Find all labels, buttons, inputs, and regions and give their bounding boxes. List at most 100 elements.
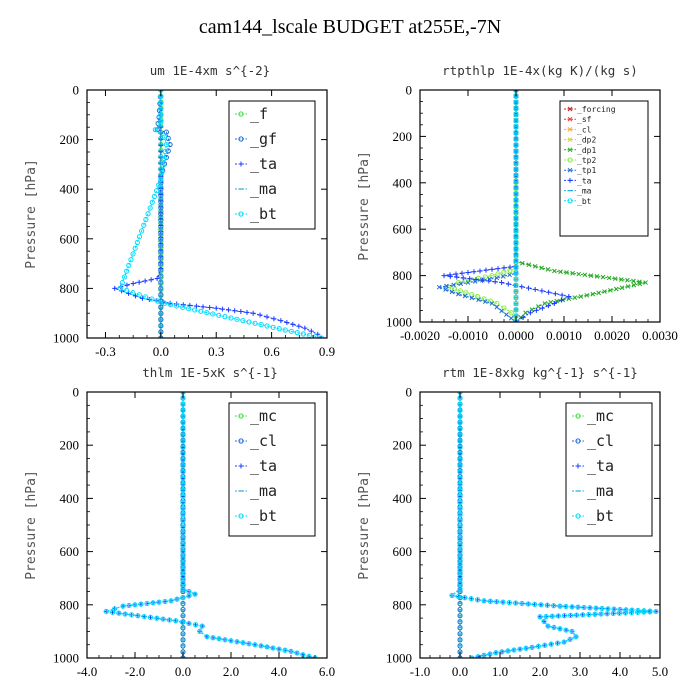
data-layer	[449, 392, 659, 658]
data-point	[180, 543, 186, 549]
data-point	[264, 323, 270, 329]
data-point	[513, 130, 519, 136]
y-tick-label: 800	[60, 597, 80, 612]
chart-panel-3: thlm 1E-5xK s^{-1} Pressure [hPa] -4.0 -2.0…	[24, 365, 335, 679]
y-tick-label: 600	[60, 231, 80, 246]
data-point	[544, 602, 550, 608]
data-point	[542, 301, 548, 306]
data-point	[134, 239, 140, 246]
data-point	[487, 276, 492, 282]
series-bt	[117, 90, 325, 338]
data-point	[155, 298, 161, 304]
data-point	[482, 274, 488, 280]
data-point	[629, 607, 635, 613]
data-point	[150, 600, 156, 606]
data-point	[487, 598, 493, 604]
data-point	[500, 274, 506, 279]
x-tick-label: 5.0	[652, 664, 668, 679]
legend: _forcing_sf_cl _dp2_dp1_tp2_tp1_ta _ma_bt	[559, 100, 649, 237]
data-point	[457, 481, 463, 487]
legend-label: _cl	[587, 432, 614, 450]
data-point	[462, 595, 468, 601]
x-tick-label: 3.0	[572, 664, 588, 679]
legend-label: _ma	[250, 482, 277, 500]
data-point	[513, 209, 519, 215]
legend-label: _gf	[250, 130, 277, 148]
data-point	[149, 296, 155, 302]
legend-marker	[575, 438, 581, 444]
data-point	[542, 642, 548, 648]
data-point	[180, 463, 186, 469]
data-point	[549, 613, 555, 619]
data-point	[513, 105, 519, 111]
data-point	[174, 303, 180, 309]
data-point	[126, 602, 132, 609]
data-point	[121, 274, 128, 280]
data-point	[482, 299, 488, 304]
data-point	[158, 119, 164, 125]
chart-title: rtm 1E-8xkg kg^{-1} s^{-1}	[442, 365, 638, 380]
legend-box	[228, 402, 316, 537]
data-point	[441, 273, 447, 279]
data-point	[288, 648, 294, 654]
data-point	[142, 278, 148, 284]
data-point	[151, 193, 158, 200]
data-point	[180, 567, 186, 573]
x-tick-label: -1.0	[410, 664, 431, 679]
data-point	[527, 310, 533, 316]
data-point	[193, 303, 199, 309]
data-point	[588, 273, 594, 278]
x-tick-label: 0.0	[153, 344, 169, 359]
data-point	[161, 134, 168, 140]
data-point	[152, 127, 158, 133]
legend-marker	[567, 116, 573, 122]
data-point	[477, 268, 483, 274]
data-point	[513, 221, 519, 227]
data-point	[575, 604, 581, 610]
data-point	[494, 275, 500, 281]
chart-panel-4: rtm 1E-8xkg kg^{-1} s^{-1} Pressure [hPa]…	[357, 365, 668, 679]
data-point	[616, 610, 622, 616]
y-tick-label: 0	[406, 83, 413, 98]
legend-label: _ma	[250, 180, 277, 198]
data-point	[246, 319, 252, 325]
data-point	[278, 318, 284, 324]
data-point	[533, 307, 539, 313]
data-point	[545, 303, 551, 309]
legend-marker	[238, 438, 244, 444]
data-point	[520, 260, 525, 266]
data-point	[460, 275, 466, 281]
data-point	[513, 160, 519, 166]
y-tick-label: 400	[393, 491, 413, 506]
data-point	[192, 307, 198, 313]
data-point	[513, 117, 519, 124]
data-point	[545, 267, 551, 272]
data-point	[180, 414, 186, 420]
legend-label: _dp1	[577, 146, 596, 155]
y-tick-label: 400	[393, 175, 413, 190]
data-point	[457, 420, 463, 426]
x-tick-label: 0.6	[263, 344, 280, 359]
data-point	[561, 639, 567, 645]
data-point	[451, 286, 458, 292]
data-point	[168, 598, 174, 604]
data-point	[250, 310, 256, 316]
data-point	[117, 285, 123, 291]
data-point	[557, 603, 563, 609]
data-point	[270, 324, 276, 330]
data-point	[145, 211, 151, 217]
data-point	[513, 270, 519, 276]
data-point	[513, 227, 519, 234]
data-point	[507, 264, 513, 270]
x-tick-label: 2.0	[223, 664, 239, 679]
data-point	[200, 304, 206, 310]
data-point	[471, 269, 477, 275]
data-point	[513, 282, 519, 288]
data-point	[489, 273, 495, 279]
data-point	[207, 305, 213, 311]
series-line	[447, 90, 517, 322]
data-point	[186, 306, 192, 312]
data-point	[606, 275, 612, 281]
data-point	[596, 290, 602, 296]
data-point	[173, 618, 179, 624]
